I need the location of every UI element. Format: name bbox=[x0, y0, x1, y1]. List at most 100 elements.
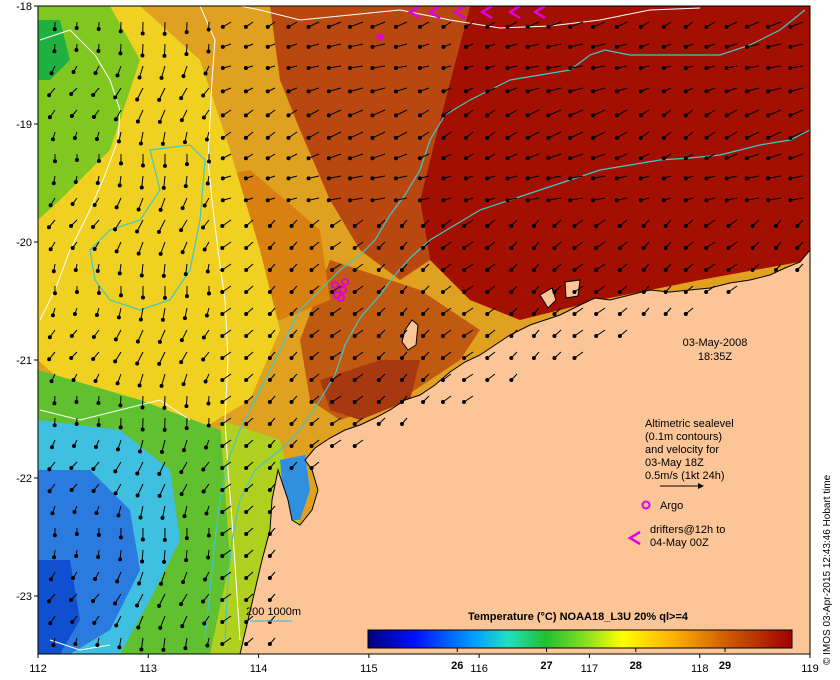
velocity-arrow-head bbox=[158, 251, 163, 256]
velocity-arrow-head bbox=[617, 268, 622, 272]
velocity-arrow-head bbox=[788, 176, 793, 181]
velocity-arrow-head bbox=[568, 89, 573, 94]
velocity-arrow bbox=[592, 21, 606, 28]
velocity-arrow-head bbox=[572, 290, 577, 294]
velocity-arrow-head bbox=[462, 312, 467, 316]
velocity-arrow-head bbox=[421, 334, 426, 338]
velocity-arrow-head bbox=[50, 511, 55, 516]
velocity-arrow bbox=[328, 175, 342, 179]
velocity-arrow-head bbox=[352, 356, 357, 360]
velocity-arrow-head bbox=[744, 198, 749, 203]
velocity-arrow-head bbox=[376, 400, 381, 404]
velocity-arrow-head bbox=[352, 290, 357, 294]
velocity-arrow-head bbox=[267, 312, 272, 316]
velocity-arrow-head bbox=[462, 356, 467, 360]
velocity-arrow-head bbox=[51, 269, 56, 274]
velocity-arrow bbox=[138, 241, 144, 254]
velocity-arrow-head bbox=[137, 449, 142, 454]
velocity-arrow bbox=[767, 197, 782, 201]
velocity-arrow-head bbox=[220, 444, 225, 448]
velocity-arrow-head bbox=[183, 184, 188, 189]
velocity-arrow-head bbox=[114, 623, 119, 628]
velocity-arrow bbox=[349, 43, 364, 48]
velocity-arrow-head bbox=[114, 249, 119, 254]
velocity-arrow-head bbox=[440, 356, 445, 360]
velocity-arrow-head bbox=[591, 113, 596, 118]
velocity-arrow-head bbox=[94, 136, 99, 141]
legend-drifters-line: 04-May 00Z bbox=[650, 537, 709, 549]
velocity-arrow-head bbox=[135, 97, 140, 102]
isobath-lines bbox=[89, 9, 810, 641]
colorbar-tick-label: 29 bbox=[719, 660, 731, 672]
velocity-arrow-head bbox=[399, 422, 404, 426]
velocity-arrow-head bbox=[69, 488, 74, 493]
velocity-arrow-head bbox=[683, 268, 688, 272]
velocity-arrow-head bbox=[96, 48, 101, 53]
velocity-arrow-head bbox=[704, 156, 709, 161]
velocity-arrow-head bbox=[591, 198, 596, 203]
velocity-arrow-head bbox=[661, 24, 666, 29]
velocity-arrow-head bbox=[243, 176, 248, 181]
velocity-arrow-head bbox=[243, 198, 248, 203]
velocity-arrow-head bbox=[158, 625, 163, 630]
velocity-arrow-head bbox=[220, 176, 225, 181]
velocity-arrow bbox=[328, 153, 342, 159]
velocity-arrow bbox=[349, 65, 364, 69]
velocity-arrow bbox=[349, 87, 364, 92]
velocity-arrow-head bbox=[788, 113, 793, 118]
velocity-arrow-head bbox=[182, 140, 187, 145]
velocity-arrow-head bbox=[220, 44, 225, 49]
velocity-arrow bbox=[349, 109, 364, 116]
velocity-arrow-head bbox=[135, 603, 140, 608]
velocity-arrow-head bbox=[462, 400, 467, 404]
colorbar-gradient bbox=[367, 629, 793, 649]
velocity-arrow bbox=[158, 219, 166, 233]
velocity-arrow-head bbox=[70, 202, 75, 207]
velocity-arrow-head bbox=[309, 334, 314, 338]
velocity-arrow-head bbox=[352, 400, 357, 404]
velocity-arrow-head bbox=[140, 427, 145, 432]
velocity-arrow-head bbox=[95, 180, 100, 185]
velocity-arrow-head bbox=[370, 89, 375, 94]
velocity-arrow bbox=[592, 43, 606, 48]
velocity-arrow bbox=[592, 65, 606, 69]
legend-sealevel-line: (0.1m contours) bbox=[645, 431, 722, 443]
velocity-arrow-head bbox=[113, 469, 118, 474]
velocity-arrow bbox=[569, 65, 584, 69]
velocity-arrow-head bbox=[243, 24, 248, 29]
velocity-arrow-head bbox=[306, 135, 311, 140]
velocity-arrow-head bbox=[309, 290, 314, 294]
velocity-arrow-head bbox=[485, 378, 490, 382]
velocity-arrow bbox=[569, 197, 584, 201]
legend: Altimetric sealevel (0.1m contours) and … bbox=[246, 418, 734, 622]
velocity-arrow bbox=[158, 461, 166, 475]
velocity-arrow bbox=[746, 131, 760, 139]
legend-sealevel-line: and velocity for bbox=[645, 444, 719, 456]
velocity-arrow-head bbox=[617, 224, 622, 228]
velocity-arrow bbox=[592, 131, 606, 139]
x-tick-label: 113 bbox=[140, 663, 158, 675]
velocity-arrow-head bbox=[552, 312, 557, 316]
y-tick-label: -21 bbox=[16, 355, 32, 367]
velocity-arrow-head bbox=[49, 445, 54, 450]
velocity-arrow-head bbox=[73, 642, 78, 647]
drifter-chevron bbox=[532, 6, 546, 20]
x-tick-label: 117 bbox=[581, 663, 599, 675]
velocity-arrow-head bbox=[267, 532, 272, 536]
velocity-arrow-head bbox=[726, 246, 731, 250]
velocity-arrow-head bbox=[572, 224, 577, 228]
isobath-legend-label: 200 1000m bbox=[246, 606, 301, 618]
velocity-arrow-head bbox=[683, 66, 688, 71]
velocity-arrow bbox=[136, 219, 144, 232]
velocity-arrow-head bbox=[441, 113, 446, 118]
velocity-arrow-head bbox=[766, 24, 771, 29]
velocity-arrow-head bbox=[485, 290, 490, 294]
velocity-arrow-head bbox=[182, 514, 187, 519]
velocity-arrow-head bbox=[244, 290, 249, 294]
velocity-arrow bbox=[136, 461, 144, 474]
velocity-arrow-head bbox=[704, 198, 709, 203]
velocity-arrow-head bbox=[206, 533, 211, 538]
y-tick-label: -23 bbox=[16, 591, 32, 603]
velocity-arrow-head bbox=[683, 176, 688, 181]
velocity-arrow bbox=[328, 43, 342, 48]
